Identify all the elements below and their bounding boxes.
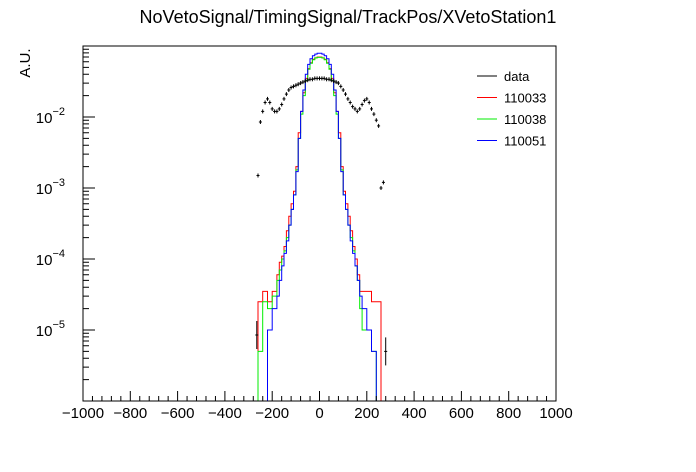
data-point (306, 78, 310, 83)
y-tick-label: 10−2 (36, 106, 65, 127)
legend-label: 110033 (504, 91, 546, 106)
x-tick-label: 1000 (539, 405, 572, 422)
data-point (266, 96, 269, 101)
x-tick-label: −600 (161, 405, 195, 422)
data-point (372, 112, 376, 117)
data-point (322, 76, 326, 81)
series-110051 (267, 52, 377, 401)
x-tick-label: 800 (496, 405, 521, 422)
data-point (282, 96, 286, 101)
data-point (327, 77, 331, 82)
data-point (255, 321, 259, 349)
x-tick-label: 600 (449, 405, 474, 422)
data-point (329, 78, 333, 83)
x-tick-label: 200 (354, 405, 379, 422)
legend-item-110051: 110051 (477, 134, 546, 149)
series-layer (255, 52, 388, 401)
data-point (296, 82, 300, 87)
data-point (261, 109, 265, 114)
chart-title: NoVetoSignal/TimingSignal/TrackPos/XVeto… (140, 7, 557, 27)
data-point (303, 79, 307, 84)
data-point (384, 337, 388, 366)
data-point (379, 186, 383, 190)
y-tick-label: 10−3 (36, 177, 65, 198)
data-point (275, 109, 279, 114)
data-point (289, 85, 293, 90)
x-tick-label: −400 (208, 405, 242, 422)
data-point (287, 88, 291, 92)
x-tick-label: −800 (113, 405, 147, 422)
data-point (348, 100, 352, 105)
data-point (284, 92, 288, 97)
data-point (258, 120, 262, 124)
series-data (255, 76, 388, 366)
y-tick-label: 10−5 (36, 319, 65, 340)
data-point (355, 109, 359, 114)
data-point (301, 80, 305, 85)
data-point (353, 106, 357, 111)
legend: data 110033 110038 110051 (477, 69, 546, 149)
data-point (374, 118, 378, 123)
data-point (360, 102, 364, 107)
data-point (358, 106, 362, 111)
data-point (299, 81, 303, 86)
legend-item-110033: 110033 (477, 91, 546, 106)
data-point (310, 77, 314, 82)
data-point (381, 180, 385, 185)
legend-item-110038: 110038 (477, 112, 546, 127)
data-point (336, 81, 340, 86)
data-point (370, 106, 373, 111)
data-point (351, 104, 355, 109)
data-point (280, 102, 284, 107)
data-point (268, 100, 272, 105)
data-point (362, 98, 366, 103)
data-point (339, 84, 343, 89)
legend-label: 110038 (504, 112, 546, 127)
data-point (294, 83, 298, 88)
data-point (332, 79, 336, 84)
legend-label: data (504, 69, 530, 84)
data-point (270, 106, 274, 111)
data-point (367, 100, 371, 105)
x-tick-label: −1000 (62, 405, 104, 422)
x-tick-label: 0 (315, 405, 323, 422)
data-point (334, 80, 338, 85)
legend-item-data: data (477, 69, 530, 84)
data-point (263, 100, 267, 105)
data-point (365, 96, 369, 101)
data-point (341, 88, 345, 92)
y-axis-label: A.U. (17, 48, 34, 77)
data-point (292, 84, 295, 89)
data-point (277, 106, 281, 111)
axes-layer: −1000 −800 −600 −400 −200 0 200 400 600 800 1000 10… (36, 45, 573, 422)
x-tick-label: 400 (402, 405, 427, 422)
data-point (377, 123, 381, 128)
x-tick-label: −200 (255, 405, 289, 422)
data-point (256, 173, 260, 178)
series-line-110051 (267, 52, 377, 401)
data-point (346, 96, 350, 101)
data-point (344, 92, 347, 97)
y-tick-label: 10−4 (36, 248, 65, 269)
legend-label: 110051 (504, 134, 546, 149)
